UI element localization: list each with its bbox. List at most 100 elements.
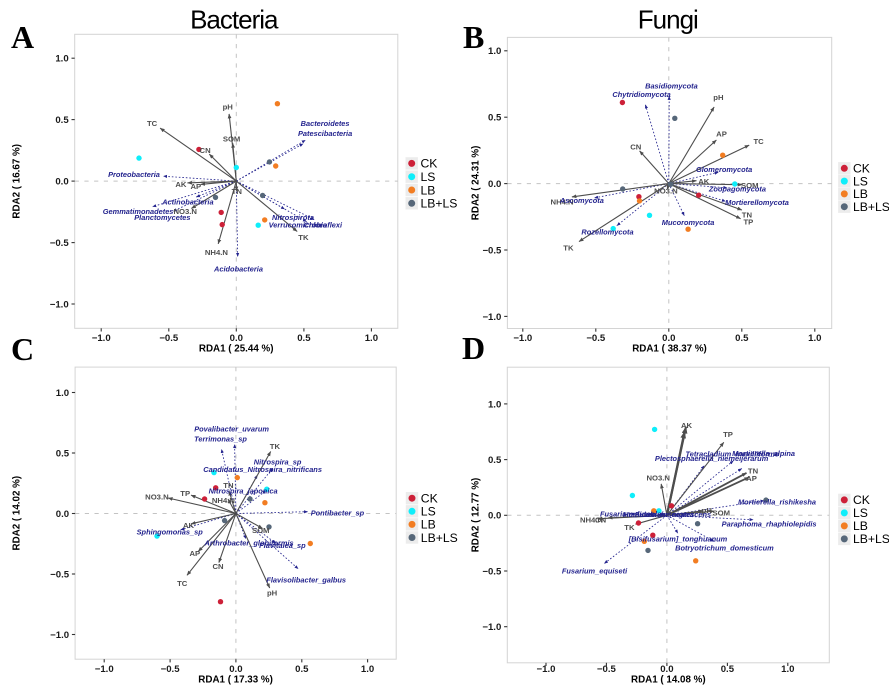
svg-text:1.0: 1.0 xyxy=(781,664,794,675)
svg-text:0.5: 0.5 xyxy=(55,115,69,126)
svg-text:Mucoromycota: Mucoromycota xyxy=(662,218,715,227)
svg-text:0.0: 0.0 xyxy=(488,511,501,522)
svg-text:TK: TK xyxy=(624,523,635,532)
svg-text:−0.5: −0.5 xyxy=(161,664,181,675)
svg-text:0.5: 0.5 xyxy=(488,455,502,466)
svg-text:Fusarium_nigrescens: Fusarium_nigrescens xyxy=(635,510,711,519)
svg-text:AP: AP xyxy=(716,130,727,139)
svg-text:AK: AK xyxy=(681,421,693,430)
svg-text:D: D xyxy=(462,330,485,366)
svg-text:1.0: 1.0 xyxy=(488,399,501,410)
svg-text:LS: LS xyxy=(853,506,868,520)
svg-text:TK: TK xyxy=(563,244,574,253)
svg-text:SOM: SOM xyxy=(252,526,270,535)
svg-text:LS: LS xyxy=(421,505,436,519)
svg-text:−0.5: −0.5 xyxy=(597,664,617,675)
svg-text:Rozellomycota: Rozellomycota xyxy=(581,227,633,236)
svg-text:Acidobacteria: Acidobacteria xyxy=(213,265,263,274)
svg-text:Glomeromycota: Glomeromycota xyxy=(696,165,752,174)
svg-text:−1.0: −1.0 xyxy=(95,664,114,675)
svg-text:0.5: 0.5 xyxy=(721,664,735,675)
svg-text:LS: LS xyxy=(421,170,436,184)
svg-text:LB+LS: LB+LS xyxy=(421,197,458,211)
svg-text:Paraphoma_rhaphiolepidis: Paraphoma_rhaphiolepidis xyxy=(722,520,817,529)
svg-text:0.5: 0.5 xyxy=(488,113,502,124)
svg-text:0.0: 0.0 xyxy=(488,179,501,190)
svg-text:pH: pH xyxy=(713,93,724,102)
svg-text:Patescibacteria: Patescibacteria xyxy=(298,129,352,138)
svg-text:SOM: SOM xyxy=(713,508,731,517)
svg-text:0.0: 0.0 xyxy=(662,333,675,344)
svg-text:TK: TK xyxy=(270,442,281,451)
svg-text:RDA2 ( 14.02 %): RDA2 ( 14.02 %) xyxy=(12,476,23,551)
svg-text:NO3.N: NO3.N xyxy=(145,492,169,501)
svg-text:RDA2 ( 24.31 %): RDA2 ( 24.31 %) xyxy=(471,146,482,221)
svg-text:LB: LB xyxy=(421,183,436,197)
svg-text:AP: AP xyxy=(190,182,201,191)
svg-text:A: A xyxy=(11,19,34,55)
svg-text:−1.0: −1.0 xyxy=(482,622,501,633)
svg-text:RDA1 ( 17.33 %): RDA1 ( 17.33 %) xyxy=(198,675,273,686)
svg-text:TP: TP xyxy=(180,489,190,498)
svg-text:Terrimonas_sp: Terrimonas_sp xyxy=(194,435,247,444)
svg-text:Chytridiomycota: Chytridiomycota xyxy=(612,90,670,99)
svg-text:pH: pH xyxy=(223,102,234,111)
svg-text:TN: TN xyxy=(232,187,243,196)
svg-text:1.0: 1.0 xyxy=(55,54,68,65)
svg-text:CN: CN xyxy=(630,143,642,152)
svg-text:TP: TP xyxy=(743,218,753,227)
svg-text:−0.5: −0.5 xyxy=(482,245,502,256)
svg-text:CN: CN xyxy=(200,146,212,155)
svg-text:TC: TC xyxy=(753,137,764,146)
svg-text:Botryotrichum_domesticum: Botryotrichum_domesticum xyxy=(675,543,774,552)
svg-text:Fungi: Fungi xyxy=(638,5,698,35)
svg-text:1.0: 1.0 xyxy=(365,333,378,344)
svg-text:Mortierella_alpina: Mortierella_alpina xyxy=(732,449,795,458)
svg-text:NO3.N: NO3.N xyxy=(646,473,670,482)
svg-text:1.0: 1.0 xyxy=(56,388,69,399)
svg-text:1.0: 1.0 xyxy=(361,664,374,675)
svg-text:Chloroflexi: Chloroflexi xyxy=(303,221,343,230)
svg-text:−0.5: −0.5 xyxy=(50,238,70,249)
svg-text:0.5: 0.5 xyxy=(295,664,309,675)
svg-text:[Bisifusarium]_tonghuanum: [Bisifusarium]_tonghuanum xyxy=(628,534,728,543)
svg-text:Bacteria: Bacteria xyxy=(190,5,279,35)
svg-text:AP: AP xyxy=(189,549,200,558)
svg-text:SOM: SOM xyxy=(223,135,241,144)
svg-text:LB: LB xyxy=(421,518,436,532)
svg-text:1.0: 1.0 xyxy=(488,46,501,57)
svg-text:Povalibacter_uvarum: Povalibacter_uvarum xyxy=(194,424,269,433)
svg-text:CK: CK xyxy=(421,492,438,506)
svg-text:0.0: 0.0 xyxy=(55,177,68,188)
svg-text:−1.0: −1.0 xyxy=(50,299,69,310)
svg-text:AK: AK xyxy=(175,180,187,189)
svg-text:RDA1 ( 25.44 %): RDA1 ( 25.44 %) xyxy=(199,344,274,355)
svg-text:0.0: 0.0 xyxy=(56,509,69,520)
svg-text:TC: TC xyxy=(147,119,158,128)
svg-text:CK: CK xyxy=(421,157,438,171)
svg-text:NH4.N: NH4.N xyxy=(205,248,229,257)
svg-text:NH4.N: NH4.N xyxy=(212,496,236,505)
svg-text:RDA2 ( 12.77 %): RDA2 ( 12.77 %) xyxy=(471,478,482,553)
svg-text:C: C xyxy=(11,331,34,367)
svg-text:pH: pH xyxy=(267,589,278,598)
svg-text:Mortierella_rishikesha: Mortierella_rishikesha xyxy=(738,497,816,506)
svg-text:LB+LS: LB+LS xyxy=(421,531,458,545)
svg-text:0.5: 0.5 xyxy=(56,448,70,459)
svg-text:RDA1 ( 14.08 %): RDA1 ( 14.08 %) xyxy=(631,675,706,686)
svg-text:0.0: 0.0 xyxy=(229,664,242,675)
svg-text:−1.0: −1.0 xyxy=(537,664,556,675)
svg-text:0.5: 0.5 xyxy=(297,333,311,344)
svg-text:Nitrospira_japonica: Nitrospira_japonica xyxy=(209,487,278,496)
svg-text:B: B xyxy=(463,19,484,55)
svg-text:Zoopagomycota: Zoopagomycota xyxy=(708,185,766,194)
svg-text:CN: CN xyxy=(212,562,224,571)
svg-text:Actinobacteria: Actinobacteria xyxy=(161,198,213,207)
svg-text:−0.5: −0.5 xyxy=(159,333,179,344)
svg-text:Flavisolibacter_galbus: Flavisolibacter_galbus xyxy=(266,575,346,584)
svg-text:RDA1 ( 38.37 %): RDA1 ( 38.37 %) xyxy=(632,344,707,355)
svg-text:0.0: 0.0 xyxy=(660,664,673,675)
svg-text:Flavitalea_sp: Flavitalea_sp xyxy=(259,541,306,550)
svg-text:TK: TK xyxy=(298,233,309,242)
svg-text:Nitrospira_sp: Nitrospira_sp xyxy=(254,458,302,467)
